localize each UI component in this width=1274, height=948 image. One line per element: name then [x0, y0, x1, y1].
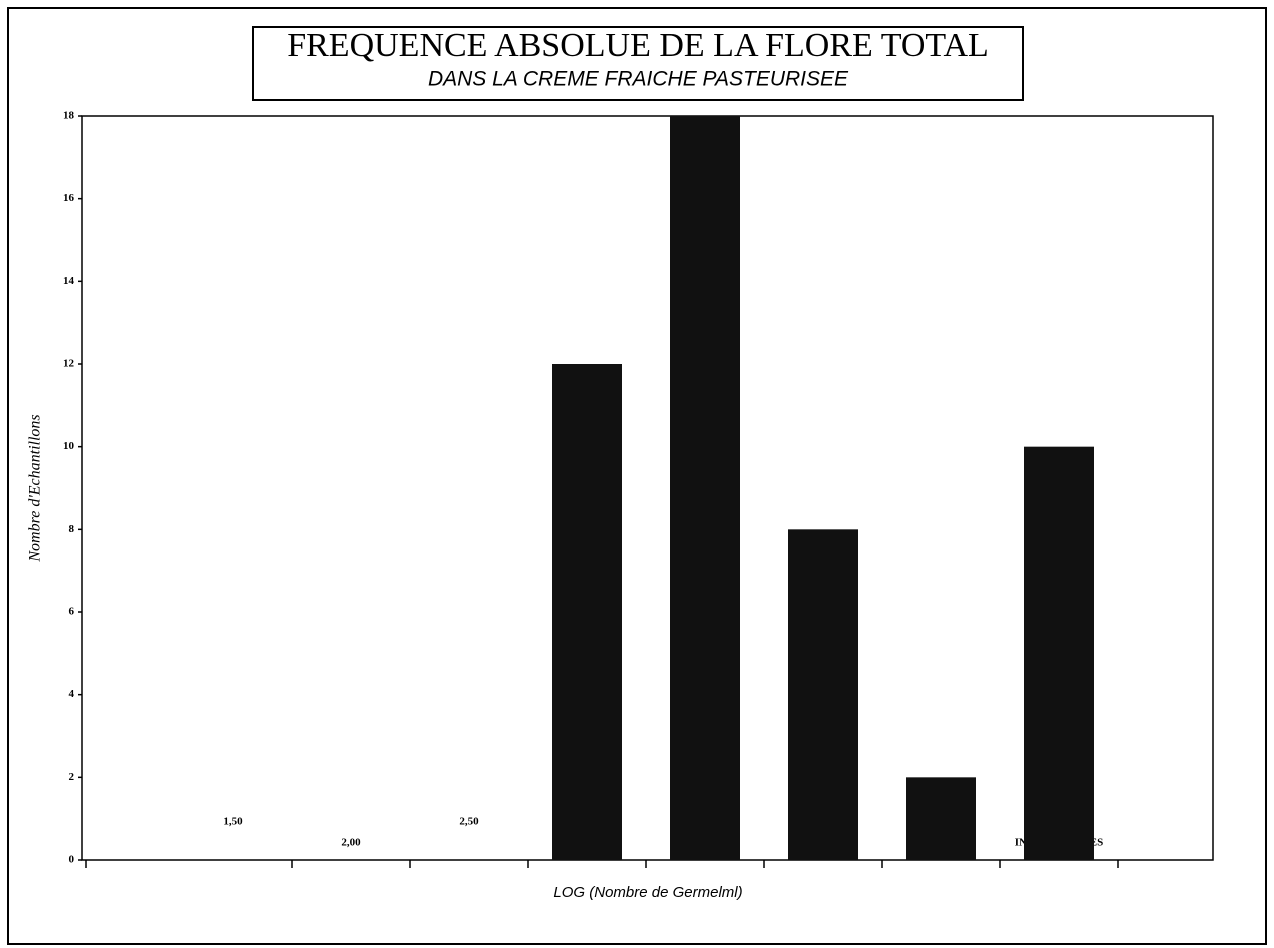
bar [670, 116, 740, 860]
y-tick-label: 14 [63, 275, 75, 287]
title-box [252, 26, 1024, 101]
y-tick-label: 2 [69, 771, 75, 783]
y-tick-label: 4 [69, 688, 75, 700]
y-tick-label: 16 [63, 192, 75, 204]
plot-frame [81, 115, 1214, 861]
y-tick-label: 0 [69, 854, 75, 866]
bar [906, 777, 976, 860]
bar [788, 529, 858, 860]
y-tick-label: 18 [63, 110, 75, 122]
x-tick-label: 1,50 [223, 816, 243, 828]
chart-subtitle: DANS LA CREME FRAICHE PASTEURISEE [428, 68, 849, 91]
y-tick-label: 6 [69, 606, 75, 618]
outer-frame [7, 7, 1267, 945]
x-axis-label: LOG (Nombre de Germelml) [553, 884, 742, 901]
x-tick-label: 2,50 [459, 816, 479, 828]
x-tick-label: 2,00 [341, 837, 361, 849]
chart-title: FREQUENCE ABSOLUE DE LA FLORE TOTAL [287, 27, 989, 64]
y-tick-label: 12 [63, 358, 75, 370]
bar [552, 364, 622, 860]
y-tick-label: 8 [69, 523, 75, 535]
y-axis-label: Nombre d'Echantillons [27, 414, 44, 562]
bar [1024, 446, 1094, 860]
y-tick-label: 10 [63, 440, 75, 452]
